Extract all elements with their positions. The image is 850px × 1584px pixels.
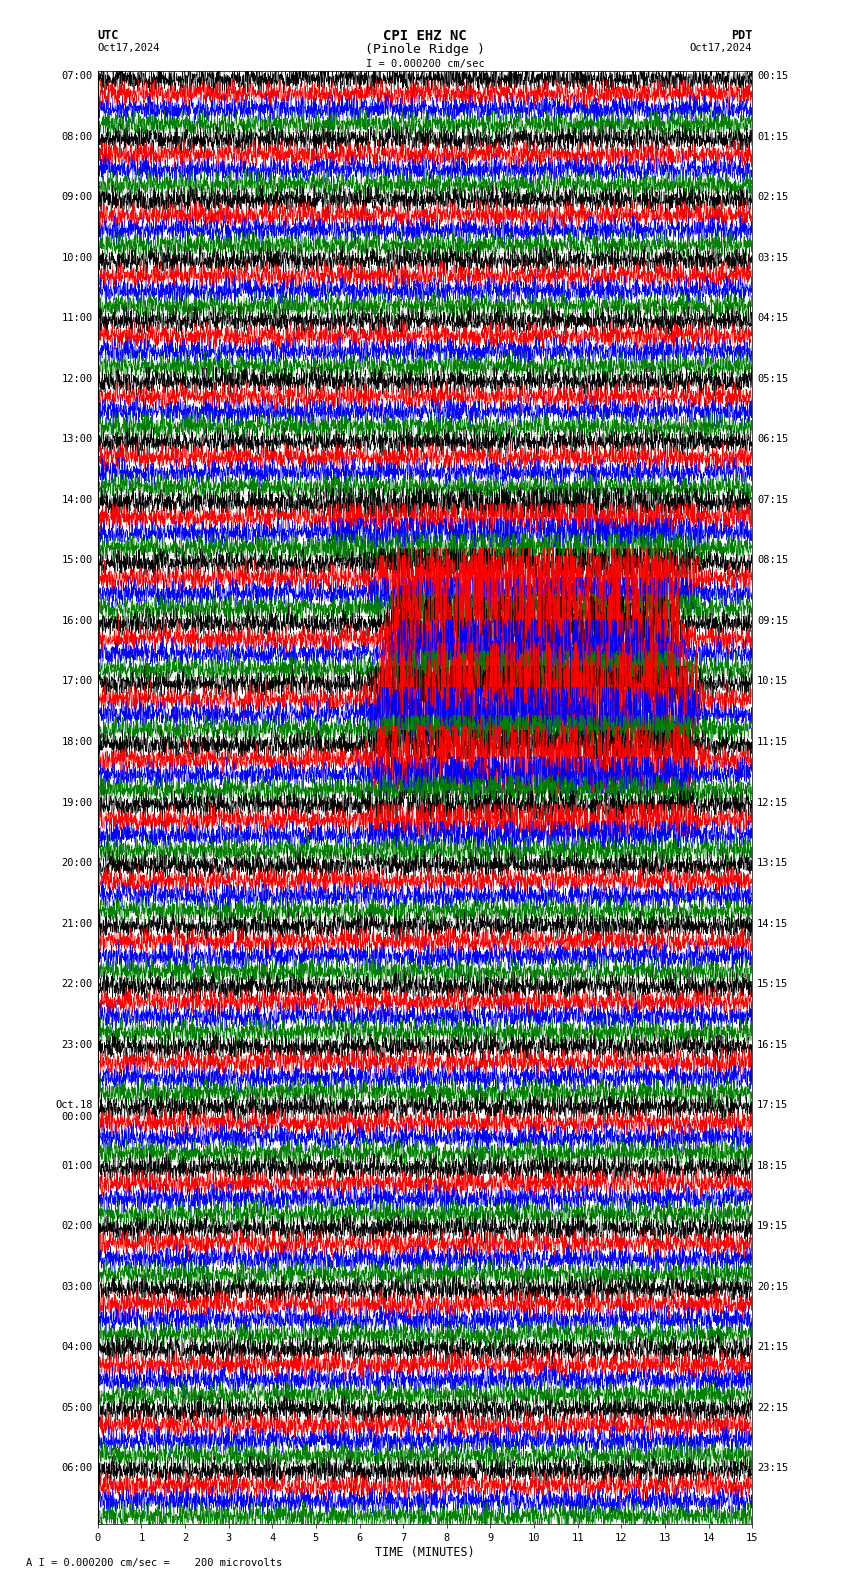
Text: PDT: PDT — [731, 29, 752, 41]
Text: (Pinole Ridge ): (Pinole Ridge ) — [365, 43, 485, 55]
Text: CPI EHZ NC: CPI EHZ NC — [383, 29, 467, 43]
Text: UTC: UTC — [98, 29, 119, 41]
X-axis label: TIME (MINUTES): TIME (MINUTES) — [375, 1546, 475, 1559]
Text: I = 0.000200 cm/sec: I = 0.000200 cm/sec — [366, 59, 484, 68]
Text: Oct17,2024: Oct17,2024 — [98, 43, 161, 52]
Text: Oct17,2024: Oct17,2024 — [689, 43, 752, 52]
Text: A I = 0.000200 cm/sec =    200 microvolts: A I = 0.000200 cm/sec = 200 microvolts — [26, 1559, 281, 1568]
